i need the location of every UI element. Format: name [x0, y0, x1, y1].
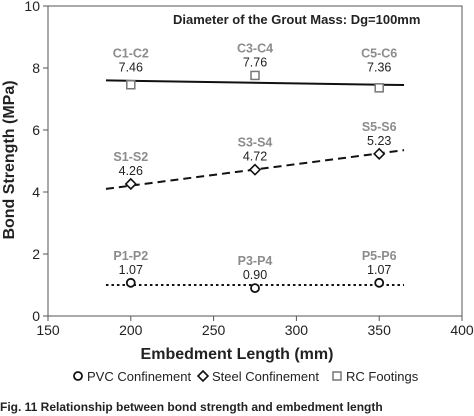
value-label: 7.76 — [243, 55, 267, 69]
data-markers — [124, 70, 386, 294]
marker-circle — [125, 277, 136, 288]
value-label: 7.36 — [367, 60, 391, 74]
y-tick-label: 10 — [24, 0, 40, 14]
y-tick-label: 4 — [32, 184, 40, 200]
marker-square — [126, 79, 136, 90]
value-label: 4.72 — [243, 150, 267, 164]
legend-marker-square — [332, 371, 342, 381]
legend-entry: Steel Confinement — [212, 369, 319, 384]
group-label: P3-P4 — [238, 254, 273, 268]
point-labels: P1-P21.07P3-P40.90P5-P61.07S1-S24.26S3-S… — [113, 41, 398, 282]
group-label: C5-C6 — [361, 46, 397, 60]
y-tick-label: 2 — [32, 246, 40, 262]
marker-square — [374, 83, 384, 93]
x-axis-title: Embedment Length (mm) — [141, 346, 334, 363]
marker-square — [250, 70, 260, 81]
x-tick-label: 200 — [119, 322, 143, 338]
legend-entry: PVC Confinement — [87, 369, 191, 384]
plot-frame — [47, 5, 463, 317]
x-tick-label: 350 — [368, 322, 392, 338]
marker-diamond — [124, 177, 137, 191]
legend-marker-circle — [73, 371, 83, 381]
marker-circle — [374, 277, 385, 288]
value-label: 1.07 — [367, 263, 391, 277]
value-label: 0.90 — [243, 268, 267, 282]
figure-caption: Fig. 11 Relationship between bond streng… — [0, 400, 383, 414]
y-tick-label: 6 — [32, 122, 40, 138]
value-label: 1.07 — [119, 263, 143, 277]
y-tick-label: 8 — [32, 60, 40, 76]
group-label: S5-S6 — [362, 120, 397, 134]
group-label: C3-C4 — [237, 41, 273, 55]
group-label: S3-S4 — [238, 136, 273, 150]
trend-line-square — [105, 79, 405, 87]
marker-diamond — [248, 163, 262, 176]
x-tick-label: 300 — [285, 322, 309, 338]
group-label: S1-S2 — [113, 150, 148, 164]
group-label: C1-C2 — [113, 46, 149, 60]
x-tick-label: 400 — [450, 322, 474, 338]
group-label: P1-P2 — [113, 249, 148, 263]
marker-circle — [250, 283, 260, 294]
y-axis-title: Bond Strength (MPa) — [1, 80, 18, 239]
axes: 150 200 250 300 350 400 0 2 4 6 8 10 — [24, 0, 473, 338]
legend: PVC Confinement Steel Confinement RC Footi… — [73, 369, 419, 384]
value-label: 7.46 — [119, 60, 143, 74]
group-label: P5-P6 — [362, 249, 397, 263]
value-label: 4.26 — [119, 164, 143, 178]
value-label: 5.23 — [367, 134, 391, 148]
x-tick-label: 250 — [202, 322, 226, 338]
chart-title: Diameter of the Grout Mass: Dg=100mm — [173, 12, 420, 27]
legend-entry: RC Footings — [346, 369, 419, 384]
y-tick-label: 0 — [32, 308, 40, 324]
legend-marker-diamond — [196, 369, 210, 383]
x-tick-label: 150 — [36, 322, 60, 338]
marker-diamond — [373, 147, 386, 161]
